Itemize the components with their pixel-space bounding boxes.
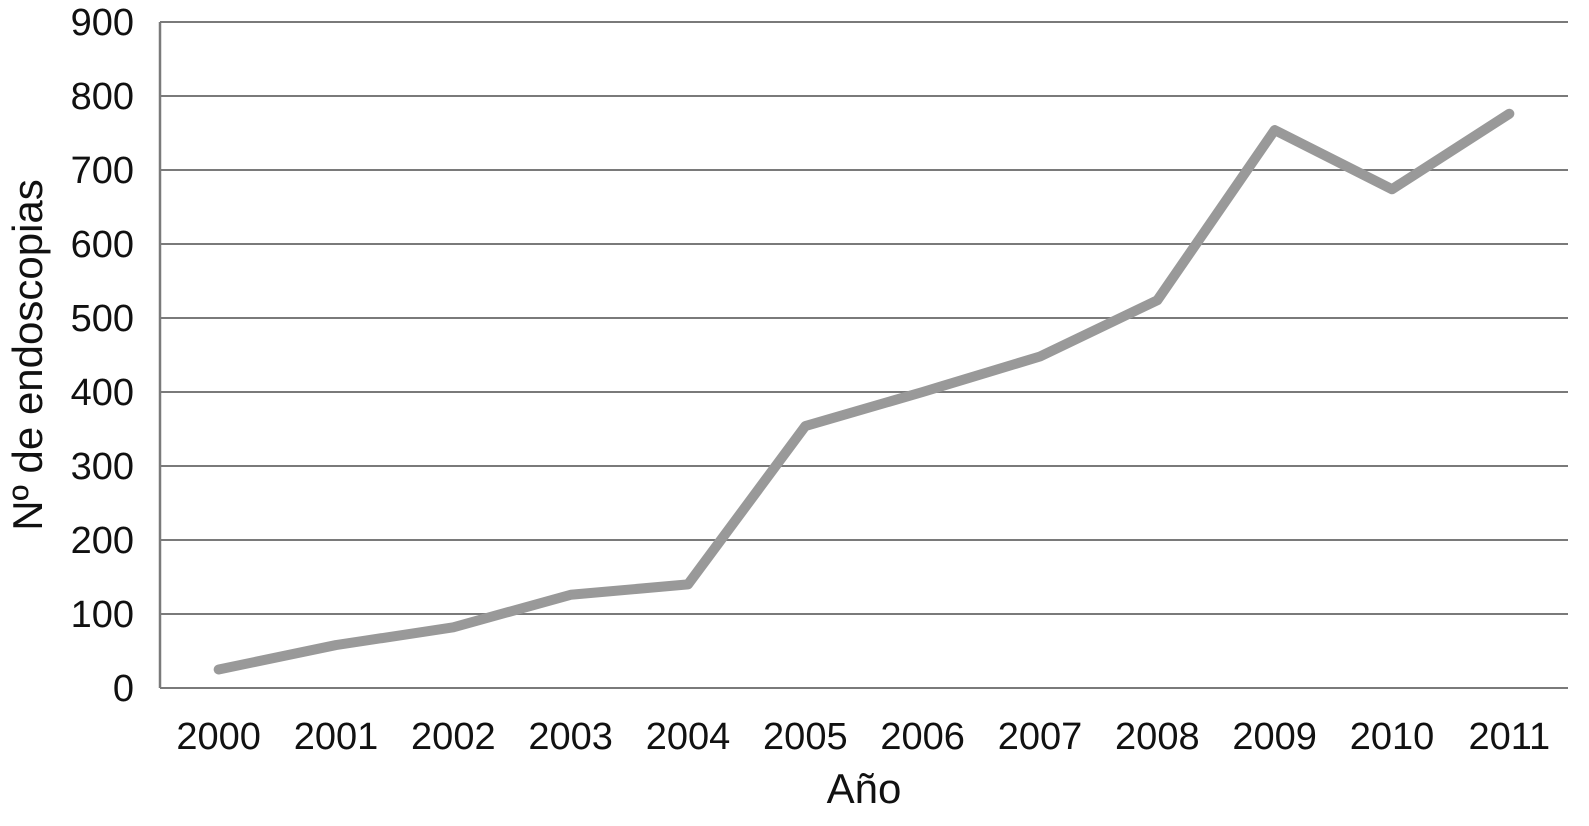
y-tick-label: 100 [71, 594, 134, 636]
x-tick-label: 2001 [294, 716, 379, 758]
y-tick-label: 500 [71, 298, 134, 340]
y-tick-label: 600 [71, 224, 134, 266]
gridlines [160, 21, 1568, 689]
x-tick-label: 2003 [528, 716, 613, 758]
y-tick-label: 800 [71, 76, 134, 118]
x-axis-title: Año [827, 765, 902, 812]
series-group [213, 108, 1515, 675]
y-tick-label: 700 [71, 150, 134, 192]
x-tick-label: 2000 [176, 716, 261, 758]
x-tick-label: 2010 [1350, 716, 1435, 758]
x-tick-labels: 2000 2001 2002 2003 2004 2005 2006 2007 2008 2009… [176, 716, 1550, 758]
y-axis-title: Nº de endoscopias [4, 179, 51, 531]
y-tick-label: 200 [71, 520, 134, 562]
x-tick-label: 2005 [763, 716, 848, 758]
y-tick-labels: 0 100 200 300 400 500 600 700 800 900 [71, 2, 134, 710]
x-tick-label: 2007 [998, 716, 1083, 758]
y-tick-label: 0 [113, 668, 134, 710]
x-tick-label: 2006 [880, 716, 965, 758]
series-line-0 [213, 108, 1515, 675]
y-tick-label: 400 [71, 372, 134, 414]
x-tick-label: 2011 [1468, 716, 1550, 758]
y-tick-label: 900 [71, 2, 134, 44]
x-tick-label: 2004 [646, 716, 731, 758]
x-tick-label: 2008 [1115, 716, 1200, 758]
x-tick-label: 2002 [411, 716, 496, 758]
y-tick-label: 300 [71, 446, 134, 488]
x-tick-label: 2009 [1232, 716, 1317, 758]
